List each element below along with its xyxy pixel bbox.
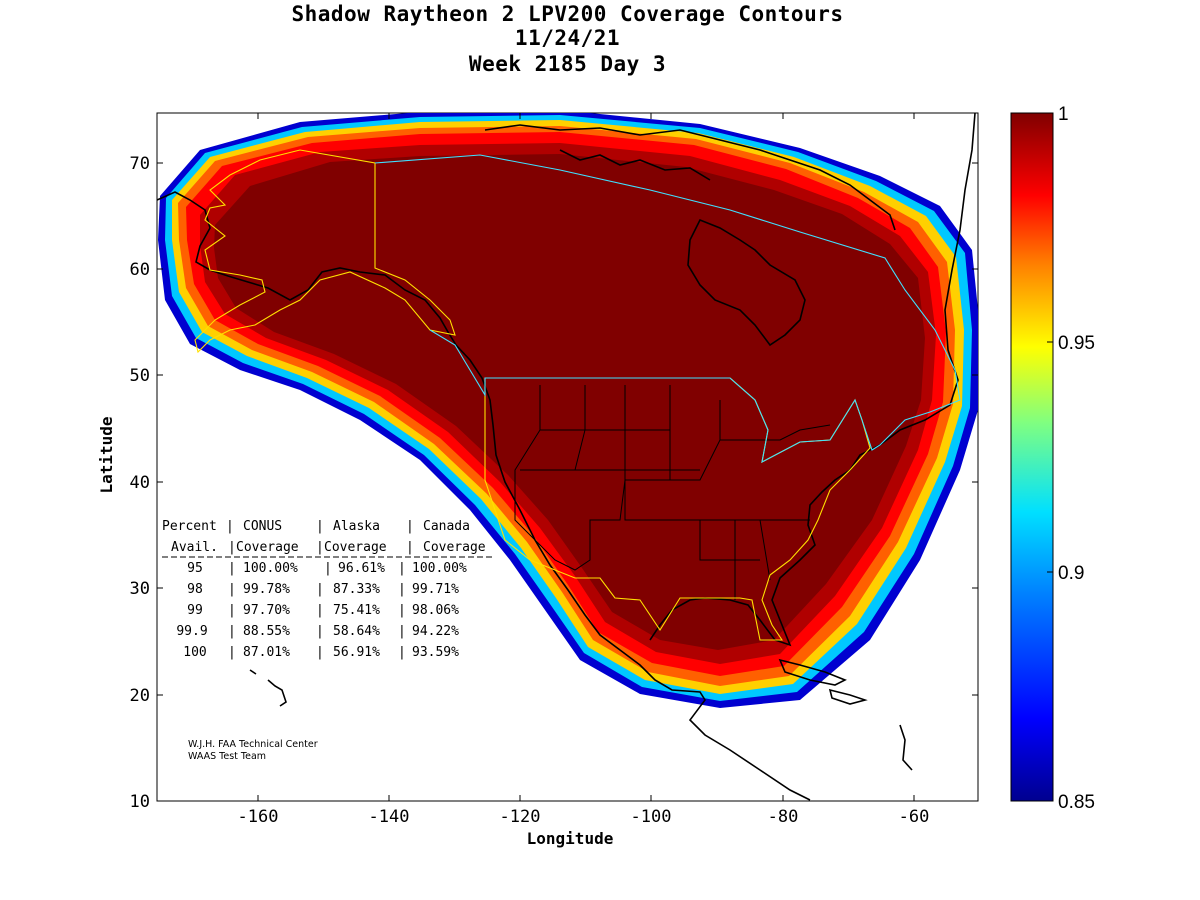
x-tick-label: -100 <box>631 807 672 827</box>
table-cell: 98 <box>187 582 203 597</box>
title-line-1: Shadow Raytheon 2 LPV200 Coverage Contou… <box>291 2 844 26</box>
x-tick-label: -120 <box>500 807 541 827</box>
x-axis-title: Longitude <box>527 829 614 848</box>
table-header-canada: Canada <box>423 519 470 534</box>
table-cell: 99.9 <box>176 624 207 639</box>
table-cell: 88.55% <box>243 624 290 639</box>
table-separator: | <box>406 519 414 534</box>
y-tick-label: 50 <box>130 366 150 386</box>
table-separator: | <box>316 540 324 555</box>
table-cell: 100 <box>183 645 206 660</box>
table-cell: 100.00% <box>412 561 467 576</box>
y-tick-label: 70 <box>130 154 150 174</box>
colorbar-label: 1 <box>1058 104 1069 125</box>
table-separator: | <box>324 561 332 576</box>
coastlines <box>157 113 976 801</box>
table-subheader-alaska: Coverage <box>324 540 387 555</box>
table-cell: 95 <box>187 561 203 576</box>
table-separator: | <box>228 624 236 639</box>
table-cell: 87.01% <box>243 645 290 660</box>
table-separator: | <box>228 582 236 597</box>
x-tick-label: -140 <box>369 807 410 827</box>
table-subheader-avail: Avail. <box>171 540 218 555</box>
title-line-3: Week 2185 Day 3 <box>468 52 667 76</box>
table-header-alaska: Alaska <box>333 519 380 534</box>
table-separator: | <box>228 540 236 555</box>
table-cell: 98.06% <box>412 603 459 618</box>
table-cell: 99.78% <box>243 582 290 597</box>
table-separator: | <box>398 561 406 576</box>
contour-core <box>214 154 925 650</box>
y-tick-label: 40 <box>130 473 150 493</box>
table-cell: 75.41% <box>333 603 380 618</box>
canada-boundary <box>374 154 961 464</box>
y-tick-label: 60 <box>130 260 150 280</box>
x-tick-label: -80 <box>768 807 799 827</box>
table-separator: | <box>228 561 236 576</box>
colorbar <box>1010 112 1054 802</box>
table-header-percent: Percent <box>162 519 217 534</box>
colorbar-label: 0.95 <box>1058 333 1095 354</box>
table-separator: | <box>398 645 406 660</box>
table-subheader-conus: Coverage <box>236 540 299 555</box>
table-separator: | <box>316 624 324 639</box>
coverage-contours <box>158 113 978 708</box>
state-borders <box>514 385 831 600</box>
table-separator: | <box>228 603 236 618</box>
table-separator: | <box>398 582 406 597</box>
credit-line-2: WAAS Test Team <box>188 751 266 762</box>
colorbar-label: 0.85 <box>1058 792 1095 813</box>
table-separator: | <box>226 519 234 534</box>
y-tick-label: 10 <box>130 792 150 812</box>
table-separator: | <box>406 540 414 555</box>
table-cell: 97.70% <box>243 603 290 618</box>
title-line-2: 11/24/21 <box>514 26 621 50</box>
credit-line-1: W.J.H. FAA Technical Center <box>188 739 318 750</box>
table-cell: 99.71% <box>412 582 459 597</box>
x-tick-label: -60 <box>899 807 930 827</box>
table-separator: | <box>316 603 324 618</box>
axis-ticks <box>157 113 978 801</box>
y-tick-label: 30 <box>130 579 150 599</box>
table-cell: 94.22% <box>412 624 459 639</box>
table-cell: 93.59% <box>412 645 459 660</box>
table-cell: 99 <box>187 603 203 618</box>
table-header-conus: CONUS <box>243 519 282 534</box>
table-cell: 56.91% <box>333 645 380 660</box>
table-separator: | <box>398 624 406 639</box>
y-axis-title: Latitude <box>97 416 116 493</box>
table-cell: 100.00% <box>243 561 298 576</box>
table-separator: | <box>316 582 324 597</box>
table-rows: 95 | 100.00% | 96.61% | 100.00% 98 | 99.… <box>176 561 467 660</box>
table-cell: 87.33% <box>333 582 380 597</box>
table-separator: | <box>316 519 324 534</box>
table-separator: | <box>398 603 406 618</box>
y-tick-label: 20 <box>130 686 150 706</box>
table-separator: | <box>228 645 236 660</box>
table-cell: 96.61% <box>338 561 385 576</box>
table-subheader-canada: Coverage <box>423 540 486 555</box>
colorbar-ticks <box>1047 112 1053 802</box>
x-tick-label: -160 <box>238 807 279 827</box>
colorbar-label: 0.9 <box>1058 563 1084 584</box>
table-cell: 58.64% <box>333 624 380 639</box>
table-separator: | <box>316 645 324 660</box>
